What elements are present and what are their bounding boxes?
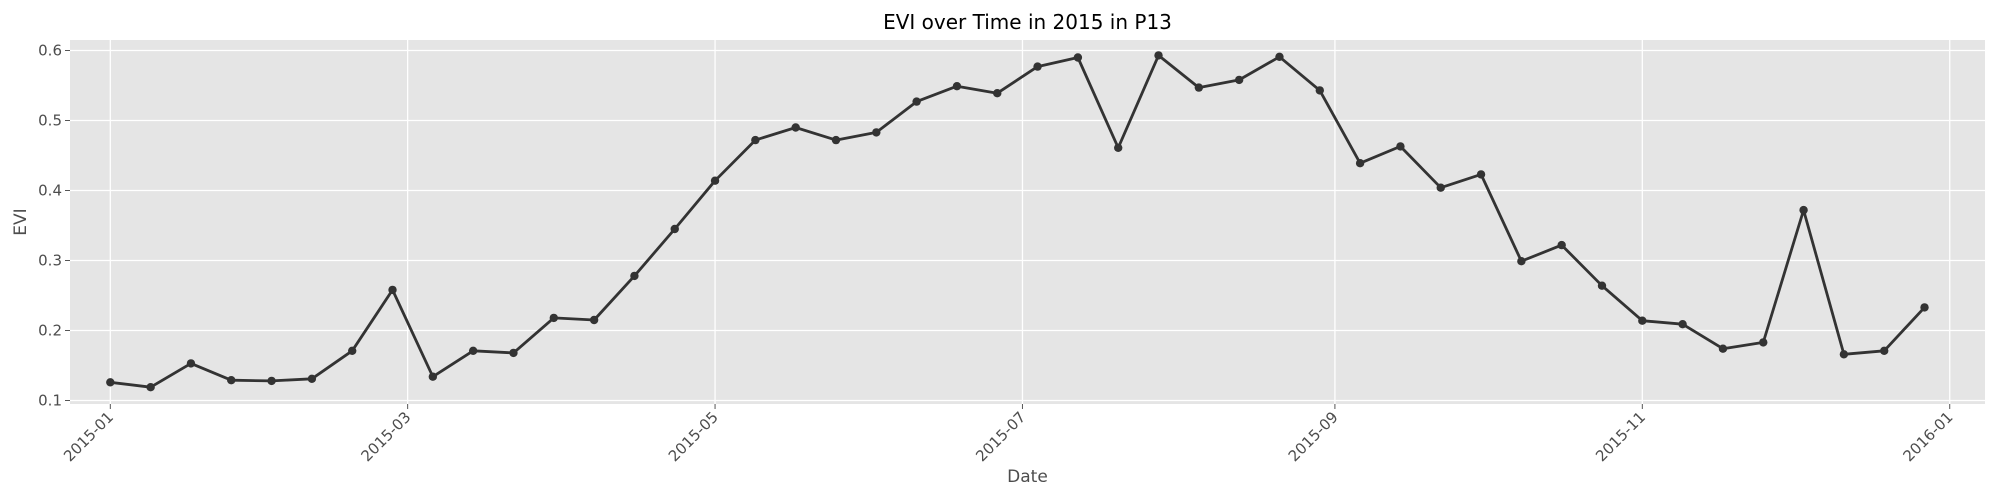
- data-point: [993, 89, 1002, 98]
- data-point: [146, 383, 155, 392]
- data-point: [1234, 75, 1244, 85]
- data-point: [1557, 240, 1566, 250]
- data-point: [388, 285, 397, 295]
- data-point: [1114, 143, 1123, 152]
- data-point: [1436, 183, 1445, 192]
- data-point: [589, 315, 599, 325]
- data-point: [1033, 62, 1042, 71]
- y-axis-label: EVI: [11, 208, 31, 235]
- data-point: [872, 128, 881, 137]
- data-point: [1638, 316, 1647, 325]
- data-point: [1396, 142, 1405, 151]
- data-point: [952, 82, 962, 91]
- data-point: [1315, 86, 1324, 95]
- data-point: [1718, 344, 1728, 353]
- data-point: [1759, 338, 1768, 347]
- data-point: [1355, 159, 1365, 168]
- data-point: [428, 372, 438, 381]
- data-point: [1073, 53, 1083, 62]
- data-point: [307, 374, 317, 383]
- data-point: [1154, 51, 1163, 60]
- x-tick-label: 2016-01: [1899, 408, 1956, 465]
- x-tick-label: 2015-09: [1285, 408, 1342, 465]
- data-point: [549, 313, 558, 323]
- data-point: [1517, 257, 1526, 266]
- data-point: [106, 378, 115, 387]
- data-point: [468, 346, 478, 355]
- data-point: [1194, 83, 1204, 92]
- data-point: [267, 376, 276, 386]
- data-point: [630, 271, 639, 281]
- data-point: [670, 224, 679, 234]
- x-tick-label: 2015-07: [972, 408, 1029, 465]
- plot-area: [70, 40, 1985, 404]
- y-tick-label: 0.5: [38, 112, 62, 130]
- data-point: [710, 176, 720, 185]
- data-point: [791, 123, 800, 132]
- y-tick-label: 0.3: [38, 252, 62, 270]
- data-point: [1597, 281, 1607, 290]
- data-point: [1839, 350, 1849, 359]
- chart-title: EVI over Time in 2015 in P13: [883, 10, 1172, 34]
- grid-lines: [70, 40, 1985, 404]
- x-tick-label: 2015-11: [1592, 408, 1649, 465]
- data-point: [1476, 170, 1486, 179]
- data-point: [1275, 52, 1284, 61]
- data-point: [831, 135, 841, 145]
- y-tick-label: 0.4: [38, 182, 62, 200]
- x-tick-label: 2015-03: [357, 408, 414, 465]
- data-point: [1799, 205, 1808, 215]
- data-point: [227, 376, 236, 385]
- data-point: [186, 359, 196, 368]
- x-tick-label: 2015-01: [60, 408, 117, 465]
- series-layer: [106, 51, 1929, 392]
- series-line: [110, 54, 1926, 389]
- data-point: [1920, 303, 1929, 312]
- data-point: [1880, 346, 1889, 355]
- data-point: [751, 135, 760, 145]
- data-point: [509, 348, 518, 358]
- x-axis-label: Date: [1007, 467, 1048, 487]
- y-tick-label: 0.2: [38, 322, 62, 340]
- data-point: [1678, 320, 1687, 329]
- y-tick-label: 0.1: [38, 392, 62, 410]
- data-point: [348, 346, 357, 355]
- data-point: [912, 97, 921, 106]
- y-tick-label: 0.6: [38, 42, 62, 60]
- x-tick-label: 2015-05: [665, 408, 722, 465]
